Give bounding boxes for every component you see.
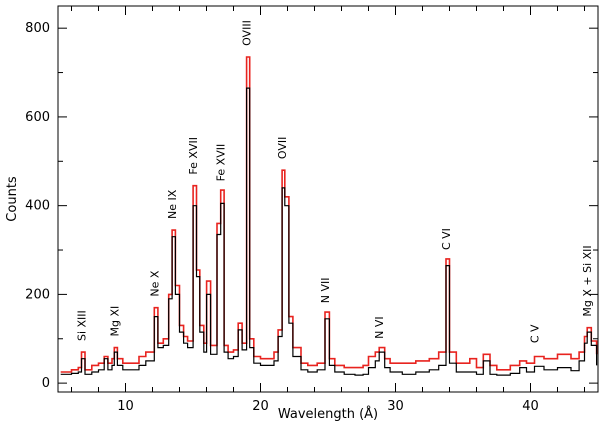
x-tick-label: 20 — [252, 399, 269, 414]
line-label: Ne IX — [166, 189, 179, 219]
y-tick-label: 200 — [25, 287, 50, 302]
line-label: Fe XVII — [187, 137, 200, 175]
line-labels: Si XIII Mg XI Ne X Ne IX Fe XVII Fe XVII OVIII… — [75, 20, 594, 343]
line-label: Mg XI — [108, 306, 121, 337]
y-tick-label: 600 — [25, 110, 50, 125]
line-label: N VI — [373, 316, 386, 339]
x-axis: 10 20 30 40 — [71, 6, 585, 414]
x-tick-label: 10 — [117, 399, 134, 414]
line-label: Si XIII — [75, 310, 88, 341]
x-axis-label: Wavelength (Å) — [278, 406, 378, 422]
y-tick-label: 0 — [42, 376, 50, 391]
line-label: Ne X — [148, 270, 161, 296]
line-label: C VI — [440, 228, 453, 250]
series-line-1 — [60, 56, 598, 373]
line-label: Fe XVII — [215, 144, 228, 182]
line-label: OVII — [276, 137, 289, 159]
line-label: OVIII — [241, 20, 254, 46]
x-tick-label: 30 — [387, 399, 404, 414]
y-tick-label: 400 — [25, 199, 50, 214]
x-tick-label: 40 — [522, 399, 539, 414]
plot-frame — [57, 5, 599, 393]
y-axis: 0 200 400 600 800 — [25, 21, 598, 391]
y-tick-label: 800 — [25, 21, 50, 36]
line-label: Mg X + Si XII — [581, 245, 594, 316]
line-label: N VII — [319, 278, 332, 304]
series-layer — [60, 56, 598, 376]
line-label: C V — [528, 324, 541, 343]
y-axis-label: Counts — [5, 176, 20, 222]
series-line-2 — [60, 87, 598, 376]
